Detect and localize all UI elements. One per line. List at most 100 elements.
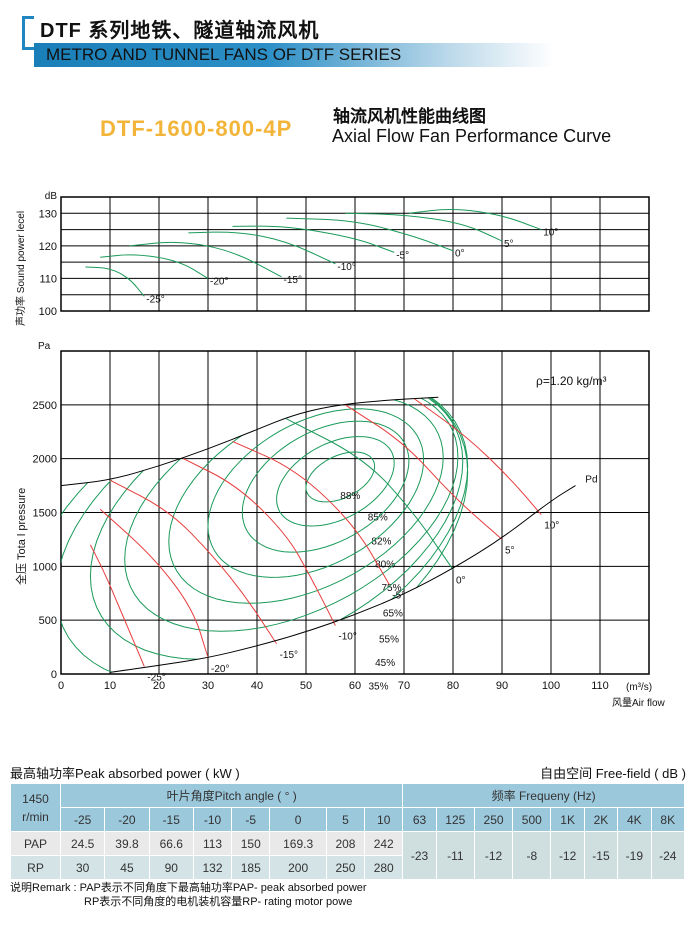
efficiency-label: 45% <box>375 658 395 669</box>
efficiency-contour <box>61 397 469 674</box>
y-tick: 0 <box>51 669 57 681</box>
rp-cell: 90 <box>148 855 194 880</box>
speed-cell: 1450 r/min <box>10 783 61 832</box>
y-axis-label: 全压 Tota l pressure <box>14 488 28 585</box>
efficiency-contour <box>124 397 459 632</box>
sound-y-unit: dB <box>45 191 58 202</box>
x-unit: (m³/s) <box>626 682 652 693</box>
angle-cell: -15 <box>148 807 194 832</box>
pd-line <box>109 485 576 673</box>
pap-cell: 242 <box>364 831 404 856</box>
freq-cell: 125 <box>435 807 475 832</box>
sound-curve-label: -25° <box>146 294 164 305</box>
x-tick: 10 <box>104 680 116 692</box>
x-tick: 90 <box>496 680 508 692</box>
angle-cell: 0 <box>269 807 327 832</box>
sound-curve <box>345 212 503 242</box>
freq-value-cell: -23 <box>402 831 437 880</box>
freq-value-cell: -11 <box>435 831 475 880</box>
rp-label: RP <box>10 855 61 880</box>
y-tick: 1000 <box>33 561 57 573</box>
efficiency-label: 88% <box>340 491 360 502</box>
pap-cell: 113 <box>192 831 233 856</box>
x-tick: 70 <box>398 680 410 692</box>
freq-cell: 500 <box>512 807 552 832</box>
pap-cell: 169.3 <box>269 831 327 856</box>
efficiency-label: 65% <box>383 609 403 620</box>
x-tick: 50 <box>300 680 312 692</box>
remark-1: 说明Remark : PAP表示不同角度下最高轴功率PAP- peak abso… <box>10 882 367 894</box>
efficiency-label: 35% <box>368 682 388 693</box>
rp-cell: 132 <box>192 855 233 880</box>
sound-curve-label: 10° <box>543 228 558 239</box>
efficiency-contour <box>61 397 469 674</box>
rp-cell: 30 <box>59 855 106 880</box>
y-unit: Pa <box>38 341 51 352</box>
freq-cell: 4K <box>617 807 652 832</box>
freq-cell: 2K <box>583 807 619 832</box>
sound-y-tick: 120 <box>39 241 57 253</box>
efficiency-label: 82% <box>371 536 391 547</box>
freq-cell: 1K <box>550 807 585 832</box>
freq-value-cell: -24 <box>650 831 686 880</box>
pitch-curve <box>344 404 503 540</box>
efficiency-label: 75% <box>381 583 401 594</box>
sound-curve-label: -20° <box>210 276 228 287</box>
freq-value-cell: -15 <box>583 831 619 880</box>
efficiency-contour <box>305 451 376 503</box>
pitch-curve <box>89 544 145 667</box>
freq-header: 频率 Frequeny (Hz) <box>402 783 685 808</box>
stall-line <box>60 396 439 487</box>
sound-curve-label: -10° <box>337 262 355 273</box>
pd-label: Pd <box>585 474 597 485</box>
freq-cell: 250 <box>473 807 514 832</box>
y-tick: 1500 <box>33 508 57 520</box>
sound-curve <box>129 241 282 278</box>
pitch-curve <box>183 458 336 626</box>
header-bracket <box>22 16 34 50</box>
pitch-curve <box>232 440 390 585</box>
sound-curve-label: -15° <box>284 275 302 286</box>
rp-cell: 185 <box>231 855 271 880</box>
x-tick: 110 <box>591 680 609 692</box>
chart-title-cn: 轴流风机性能曲线图 <box>333 107 486 126</box>
rp-cell: 280 <box>364 855 404 880</box>
sound-y-label: 声功率 Sound power lecel <box>14 211 27 326</box>
chart-title-en: Axial Flow Fan Performance Curve <box>332 126 612 146</box>
x-tick: 100 <box>542 680 560 692</box>
rp-cell: 250 <box>325 855 366 880</box>
x-axis-label: 风量Air flow <box>612 697 666 709</box>
model-name: DTF-1600-800-4P <box>100 116 293 141</box>
title-band <box>34 43 554 67</box>
noise-caption: 自由空间 Free-field ( dB ) <box>540 766 686 781</box>
sound-curve-label: 5° <box>504 239 514 250</box>
pap-label: PAP <box>10 831 61 856</box>
sound-curve <box>232 225 395 253</box>
page-title: DTF 系列地铁、隧道轴流风机 <box>40 20 320 42</box>
pap-cell: 150 <box>231 831 271 856</box>
sound-y-tick: 130 <box>39 208 57 220</box>
efficiency-contour <box>276 436 395 527</box>
pitch-curve <box>286 418 454 570</box>
pitch-label: -20° <box>211 664 229 675</box>
angle-cell: -25 <box>59 807 106 832</box>
x-tick: 60 <box>349 680 361 692</box>
angle-cell: -5 <box>231 807 271 832</box>
pitch-curve <box>413 397 542 516</box>
x-tick: 40 <box>251 680 263 692</box>
density-annotation: ρ=1.20 kg/m³ <box>536 374 607 388</box>
pitch-curve <box>109 479 278 645</box>
x-tick: 20 <box>153 680 165 692</box>
power-caption: 最高轴功率Peak absorbed power ( kW ) <box>10 766 240 781</box>
pitch-curve <box>99 508 209 658</box>
efficiency-label: 80% <box>375 559 395 570</box>
pap-cell: 24.5 <box>59 831 106 856</box>
x-tick: 30 <box>202 680 214 692</box>
efficiency-contour <box>89 397 464 660</box>
sound-curve <box>286 217 454 252</box>
freq-value-cell: -8 <box>512 831 552 880</box>
pitch-label: -25° <box>147 672 165 683</box>
sound-curve <box>85 266 145 297</box>
sound-curve <box>100 254 209 279</box>
pitch-label: -10° <box>338 632 356 643</box>
